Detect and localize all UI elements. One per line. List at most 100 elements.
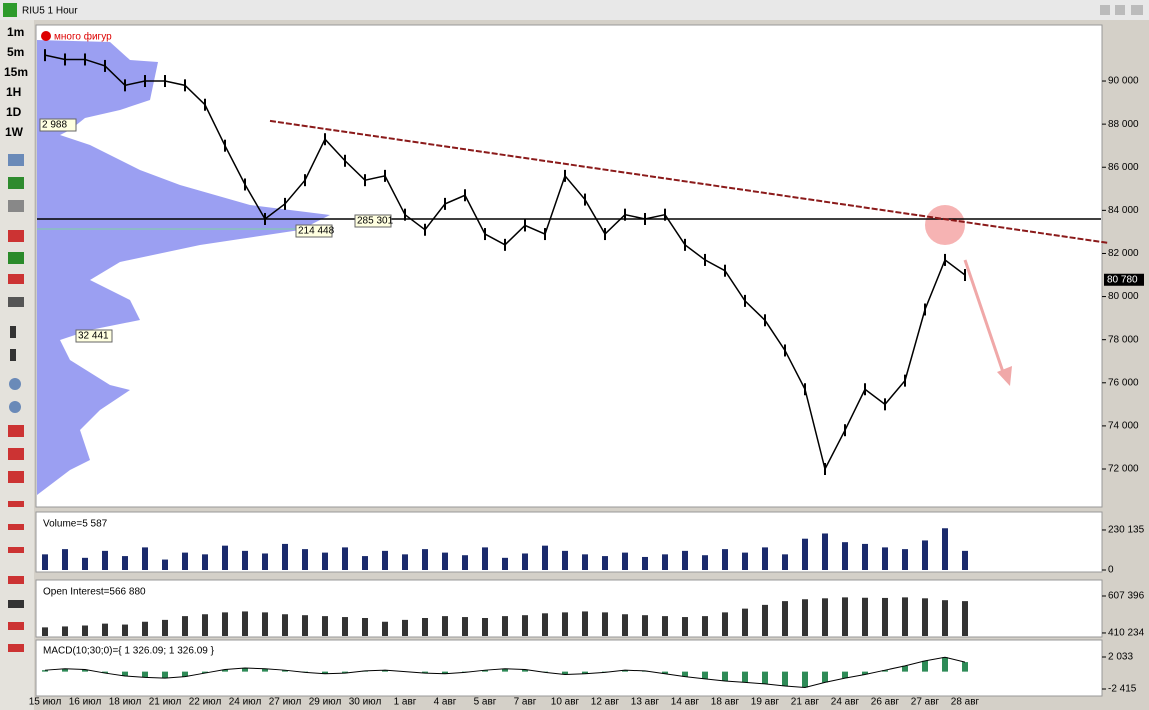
- tool-icon[interactable]: [8, 425, 24, 437]
- bar: [382, 621, 388, 636]
- profile-label: 2 988: [42, 120, 67, 131]
- bar: [322, 552, 328, 570]
- bar: [362, 556, 368, 570]
- bar: [862, 597, 868, 636]
- bar: [62, 549, 68, 570]
- tool-icon[interactable]: [8, 274, 24, 284]
- price-bar: [904, 374, 906, 387]
- x-tick-label: 13 авг: [631, 697, 660, 708]
- close-button[interactable]: [1131, 5, 1143, 15]
- timeframe-button[interactable]: 1H: [6, 85, 21, 99]
- tool-icon[interactable]: [8, 501, 24, 507]
- timeframe-button[interactable]: 5m: [7, 45, 24, 59]
- bar: [502, 668, 508, 672]
- tool-icon[interactable]: [8, 177, 24, 189]
- bar: [662, 616, 668, 636]
- tool-icon[interactable]: [8, 448, 24, 460]
- y-tick-label: 82 000: [1108, 248, 1139, 259]
- bar: [942, 528, 948, 570]
- bar: [662, 554, 668, 570]
- profile-label: 285 301: [357, 216, 394, 227]
- bar: [562, 550, 568, 570]
- tool-icon[interactable]: [8, 576, 24, 584]
- bar: [882, 547, 888, 570]
- bar: [362, 618, 368, 636]
- y-tick-label: 72 000: [1108, 464, 1139, 475]
- y-tick-label: 2 033: [1108, 652, 1133, 663]
- tool-icon[interactable]: [8, 622, 24, 630]
- bar: [402, 554, 408, 570]
- tool-icon[interactable]: [8, 200, 24, 212]
- y-tick-label: 78 000: [1108, 334, 1139, 345]
- tool-icon[interactable]: [8, 644, 24, 652]
- tool-icon[interactable]: [8, 524, 24, 530]
- bar: [162, 559, 168, 570]
- panel-title: MACD(10;30;0)={ 1 326.09; 1 326.09 }: [43, 646, 215, 657]
- price-bar: [384, 169, 386, 182]
- bar: [822, 598, 828, 636]
- zoom-out[interactable]: [9, 401, 21, 413]
- timeframe-button[interactable]: 1W: [5, 125, 24, 139]
- bar: [82, 625, 88, 636]
- bar: [842, 542, 848, 570]
- price-bar: [544, 228, 546, 241]
- y-tick-label: 76 000: [1108, 377, 1139, 388]
- tool-icon[interactable]: [8, 471, 24, 483]
- tool-icon[interactable]: [10, 349, 16, 361]
- bar: [202, 614, 208, 636]
- timeframe-button[interactable]: 1D: [6, 105, 22, 119]
- bar: [742, 552, 748, 570]
- tool-icon[interactable]: [8, 600, 24, 608]
- timeframe-button[interactable]: 15m: [4, 65, 28, 79]
- bar: [242, 668, 248, 672]
- bar: [182, 671, 188, 677]
- bar: [682, 671, 688, 677]
- bar: [742, 671, 748, 683]
- price-bar: [444, 197, 446, 210]
- bar: [462, 555, 468, 570]
- volume-profile: [37, 40, 330, 495]
- bar: [342, 671, 348, 674]
- price-bar: [104, 59, 106, 72]
- left-toolbar: [0, 20, 34, 710]
- x-tick-label: 28 авг: [951, 697, 980, 708]
- bar: [482, 618, 488, 636]
- bar: [422, 618, 428, 636]
- price-bar: [64, 53, 66, 66]
- bar: [202, 671, 208, 674]
- bar: [862, 543, 868, 570]
- x-tick-label: 18 авг: [711, 697, 740, 708]
- bar: [842, 597, 848, 636]
- x-tick-label: 27 авг: [911, 697, 940, 708]
- toolbar-timeframes: 1m 5m 15m 1H 1D 1W: [4, 25, 28, 139]
- maximize-button[interactable]: [1115, 5, 1125, 15]
- timeframe-button[interactable]: 1m: [7, 25, 24, 39]
- bar: [942, 600, 948, 636]
- bar: [882, 670, 888, 672]
- profile-label-box: [75, 329, 113, 343]
- tool-icon[interactable]: [8, 547, 24, 553]
- bar: [522, 615, 528, 636]
- bar: [742, 608, 748, 636]
- tool-icon[interactable]: [10, 326, 16, 338]
- tool-icon[interactable]: [8, 252, 24, 264]
- bar: [962, 601, 968, 636]
- bar: [502, 616, 508, 636]
- price-bar: [364, 174, 366, 187]
- bar: [702, 555, 708, 570]
- bar: [762, 547, 768, 570]
- bar: [542, 545, 548, 570]
- price-bar: [524, 219, 526, 232]
- zoom-in[interactable]: [9, 378, 21, 390]
- minimize-button[interactable]: [1100, 5, 1110, 15]
- bar: [622, 614, 628, 636]
- tool-icon[interactable]: [8, 297, 24, 307]
- x-tick-label: 18 июл: [109, 697, 142, 708]
- highlight-circle: [925, 205, 965, 245]
- bar: [122, 624, 128, 636]
- bar: [322, 671, 328, 674]
- bar: [602, 556, 608, 570]
- tool-icon[interactable]: [8, 230, 24, 242]
- bar: [642, 556, 648, 570]
- tool-icon[interactable]: [8, 154, 24, 166]
